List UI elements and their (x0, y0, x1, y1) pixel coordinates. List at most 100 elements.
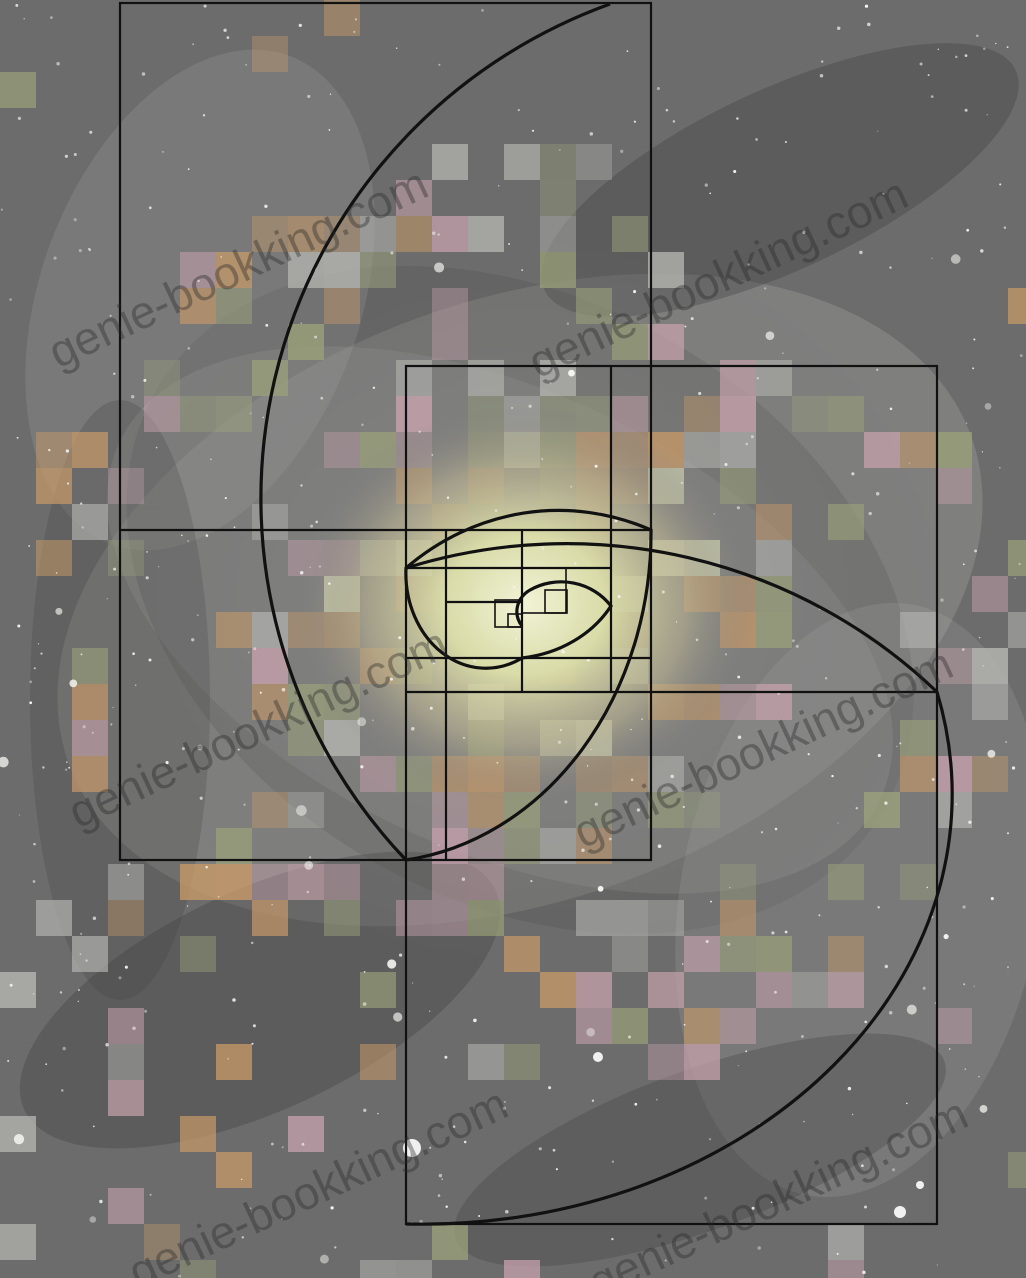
star (619, 149, 624, 154)
star (105, 1043, 109, 1047)
star (330, 1206, 334, 1210)
star (32, 880, 36, 883)
star (143, 378, 147, 382)
color-block (540, 180, 576, 216)
star (661, 590, 665, 594)
star (981, 451, 984, 453)
star (876, 368, 879, 371)
color-block (252, 360, 288, 396)
star (390, 251, 394, 255)
color-block (684, 936, 720, 972)
star (80, 502, 83, 505)
color-block (540, 144, 576, 180)
star (80, 933, 82, 935)
color-block (612, 324, 648, 360)
star (113, 567, 117, 571)
star (867, 22, 871, 27)
color-block (108, 1008, 144, 1044)
star (908, 462, 911, 464)
star (247, 651, 250, 654)
star (53, 256, 57, 260)
star (250, 941, 254, 945)
star (541, 546, 545, 550)
star (803, 1120, 805, 1123)
star (0, 208, 4, 211)
star (548, 1086, 552, 1090)
star (737, 675, 741, 679)
star (784, 141, 787, 143)
color-block (684, 1044, 720, 1080)
star (889, 266, 892, 269)
star (59, 991, 63, 994)
star (187, 540, 190, 542)
star (999, 183, 1002, 186)
star (962, 905, 966, 909)
outer-rectangle-left (118, 1, 653, 862)
star (683, 1023, 686, 1026)
star (727, 942, 731, 946)
star (360, 765, 364, 769)
star (233, 526, 236, 529)
star (782, 352, 784, 354)
star (1018, 562, 1021, 566)
star (252, 1024, 256, 1028)
star (33, 993, 35, 995)
star (73, 218, 77, 222)
star (372, 386, 376, 389)
star (28, 545, 31, 547)
star (555, 1168, 558, 1171)
color-block (396, 1260, 432, 1278)
star (372, 719, 374, 722)
star (862, 1270, 866, 1275)
star (363, 1108, 367, 1112)
star (1014, 577, 1016, 580)
color-block (252, 900, 288, 936)
star (315, 520, 319, 524)
color-block (252, 648, 288, 684)
color-block (576, 900, 612, 936)
color-block (180, 252, 216, 288)
color-block (72, 648, 108, 684)
star (82, 725, 86, 729)
star (127, 862, 131, 866)
color-block (180, 936, 216, 972)
star (461, 877, 466, 881)
star (42, 766, 45, 769)
star (438, 1173, 443, 1178)
star (820, 60, 824, 63)
star (132, 652, 135, 655)
color-block (504, 828, 540, 864)
star (922, 986, 926, 990)
star (144, 1009, 148, 1013)
star (280, 1218, 283, 1220)
star (641, 718, 643, 721)
color-block (36, 432, 72, 468)
star (203, 4, 207, 8)
star (531, 129, 535, 132)
color-block (936, 756, 972, 792)
star (429, 706, 433, 710)
star (591, 1099, 595, 1102)
star (262, 416, 265, 419)
star (774, 990, 777, 994)
star (963, 983, 966, 986)
star (67, 482, 70, 485)
color-block (108, 540, 144, 576)
color-block (756, 972, 792, 1008)
star (15, 3, 19, 7)
star (148, 206, 152, 210)
star (729, 886, 731, 889)
star (300, 484, 303, 487)
star (999, 467, 1001, 469)
star (559, 729, 562, 731)
color-block (936, 648, 972, 684)
star (18, 814, 21, 816)
star (78, 249, 82, 253)
star (589, 132, 594, 136)
star (265, 323, 269, 327)
star (73, 153, 77, 156)
star (308, 856, 312, 859)
star (85, 959, 88, 962)
star (980, 249, 984, 253)
